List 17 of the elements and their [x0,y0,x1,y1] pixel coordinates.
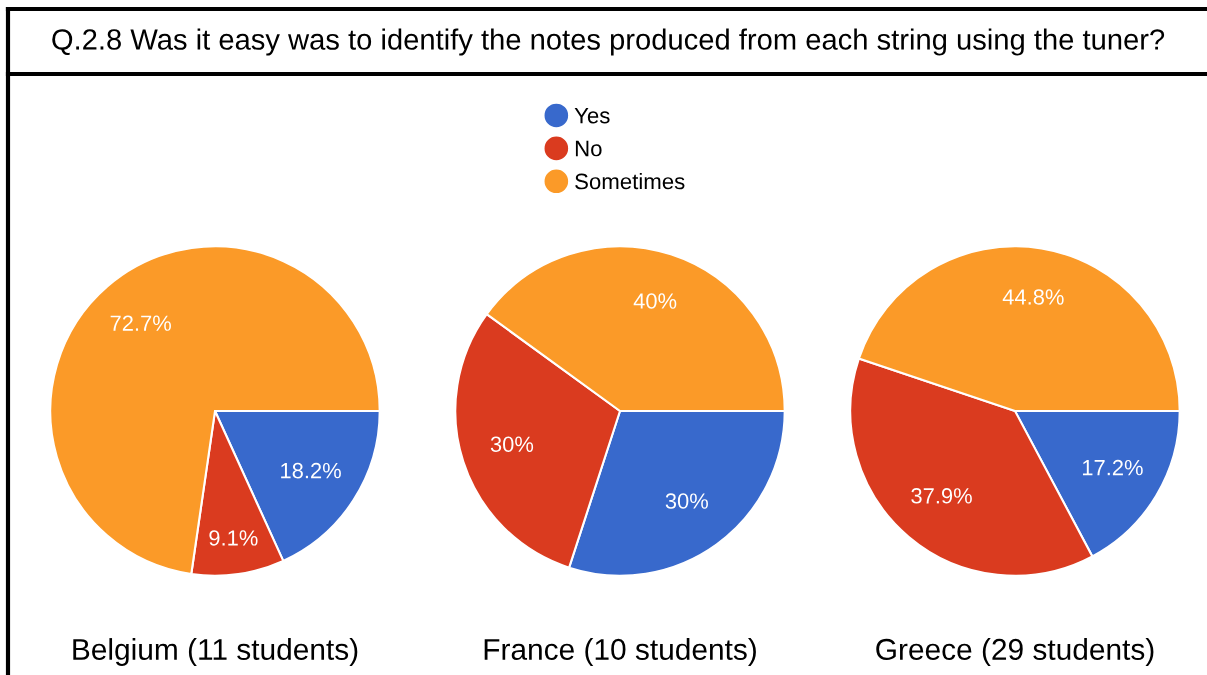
data-label: 17.2% [1082,459,1143,476]
text: Belgium (11 students) [73,638,358,666]
data-label: 37.9% [911,488,972,504]
data-label: 18.2% [281,462,341,479]
chart-title: Q.2.8 Was it easy was to identify the notes produced from each string using the tuner? [52,28,1165,56]
data-label: 9.1% [209,530,258,546]
text: France (10 students) [484,638,756,666]
data-label: 40% [633,293,677,309]
data-label: 30% [665,493,708,509]
data-label: 44.8% [1002,289,1064,305]
legend-label: Sometimes [575,172,685,190]
pie-slice [49,245,381,576]
legend-label: No [575,140,602,157]
data-label: 30% [490,436,534,453]
legend-label: Yes [574,107,610,124]
data-label: 72.7% [110,315,171,331]
text: Greece (29 students) [876,638,1154,666]
